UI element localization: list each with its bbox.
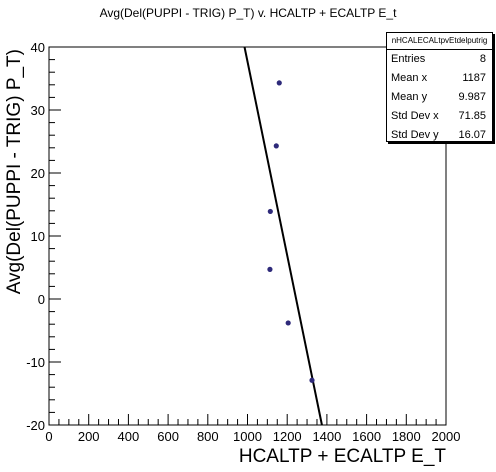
stats-box: nHCALECALtpvEtdelputrig Entries 8 Mean x 11…: [386, 32, 493, 142]
x-tick-label: 600: [157, 429, 179, 444]
data-point: [267, 266, 273, 272]
stats-label: Entries: [391, 53, 426, 65]
data-point: [267, 208, 273, 215]
stats-value: 8: [479, 53, 486, 65]
data-point: [276, 80, 282, 86]
data-point: [285, 320, 291, 326]
x-axis-label: HCALTP + ECALTP E_T: [239, 446, 447, 467]
stats-label: Std Dev x: [391, 110, 439, 122]
stats-value: 16.07: [458, 129, 486, 141]
stats-value: 71.85: [458, 110, 486, 122]
chart-title: Avg(Del(PUPPI - TRIG) P_T) v. HCALTP + E…: [99, 6, 397, 20]
y-tick-label: 20: [31, 166, 45, 181]
x-tick-label: 1800: [392, 429, 421, 444]
data-point: [309, 377, 315, 383]
x-tick-label: 400: [118, 429, 140, 444]
y-tick-label: 30: [31, 103, 45, 118]
x-tick-label: 1600: [352, 429, 381, 444]
stats-label: Mean x: [391, 72, 428, 84]
stats-row: Std Dev x 71.85: [387, 107, 492, 126]
stats-row: Entries 8: [387, 50, 492, 69]
y-tick-label: 10: [31, 229, 45, 244]
x-tick-label: 200: [78, 429, 100, 444]
x-tick-label: 2000: [432, 429, 461, 444]
data-point: [273, 143, 279, 149]
x-tick-label: 0: [45, 429, 52, 444]
stats-box-name: nHCALECALtpvEtdelputrig: [387, 33, 492, 50]
stats-row: Mean x 1187: [387, 69, 492, 88]
stats-value: 9.987: [458, 91, 486, 103]
stats-label: Mean y: [391, 91, 428, 103]
stats-label: Std Dev y: [391, 129, 439, 141]
y-tick-label: -10: [26, 355, 45, 370]
x-tick-label: 800: [197, 429, 219, 444]
y-axis-label: Avg(Del(PUPPI - TRIG) P_T): [4, 49, 25, 294]
stats-row: Std Dev y 16.07: [387, 126, 492, 145]
x-tick-label: 1400: [312, 429, 341, 444]
y-tick-label: -20: [26, 418, 45, 433]
y-tick-label: 0: [38, 292, 45, 307]
stats-value: 1187: [462, 72, 486, 84]
stats-row: Mean y 9.987: [387, 88, 492, 107]
y-tick-label: 40: [31, 40, 45, 55]
x-tick-label: 1200: [273, 429, 302, 444]
fit-line: [243, 46, 323, 426]
x-tick-label: 1000: [233, 429, 262, 444]
